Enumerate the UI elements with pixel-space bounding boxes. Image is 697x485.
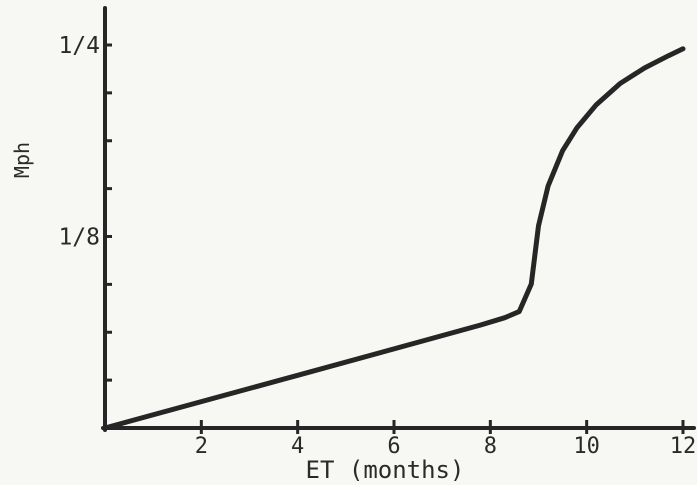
x-tick-label: 10 xyxy=(573,434,600,459)
x-tick-label: 4 xyxy=(291,434,304,459)
x-axis-label: ET (months) xyxy=(306,456,465,484)
y-tick-labels: 1/8 1/4 xyxy=(58,33,100,251)
y-tick-label: 1/4 xyxy=(58,33,100,59)
x-tick-label: 2 xyxy=(195,434,208,459)
x-tick-label: 6 xyxy=(387,434,400,459)
x-tick-label: 8 xyxy=(484,434,497,459)
series-lines xyxy=(102,46,686,431)
x-tick-label: 12 xyxy=(670,434,697,459)
x-tick-labels: 2 4 6 8 10 12 xyxy=(195,434,697,459)
series-line xyxy=(102,46,686,431)
y-axis-label: Mph xyxy=(10,142,34,178)
y-tick-label: 1/8 xyxy=(58,225,100,251)
